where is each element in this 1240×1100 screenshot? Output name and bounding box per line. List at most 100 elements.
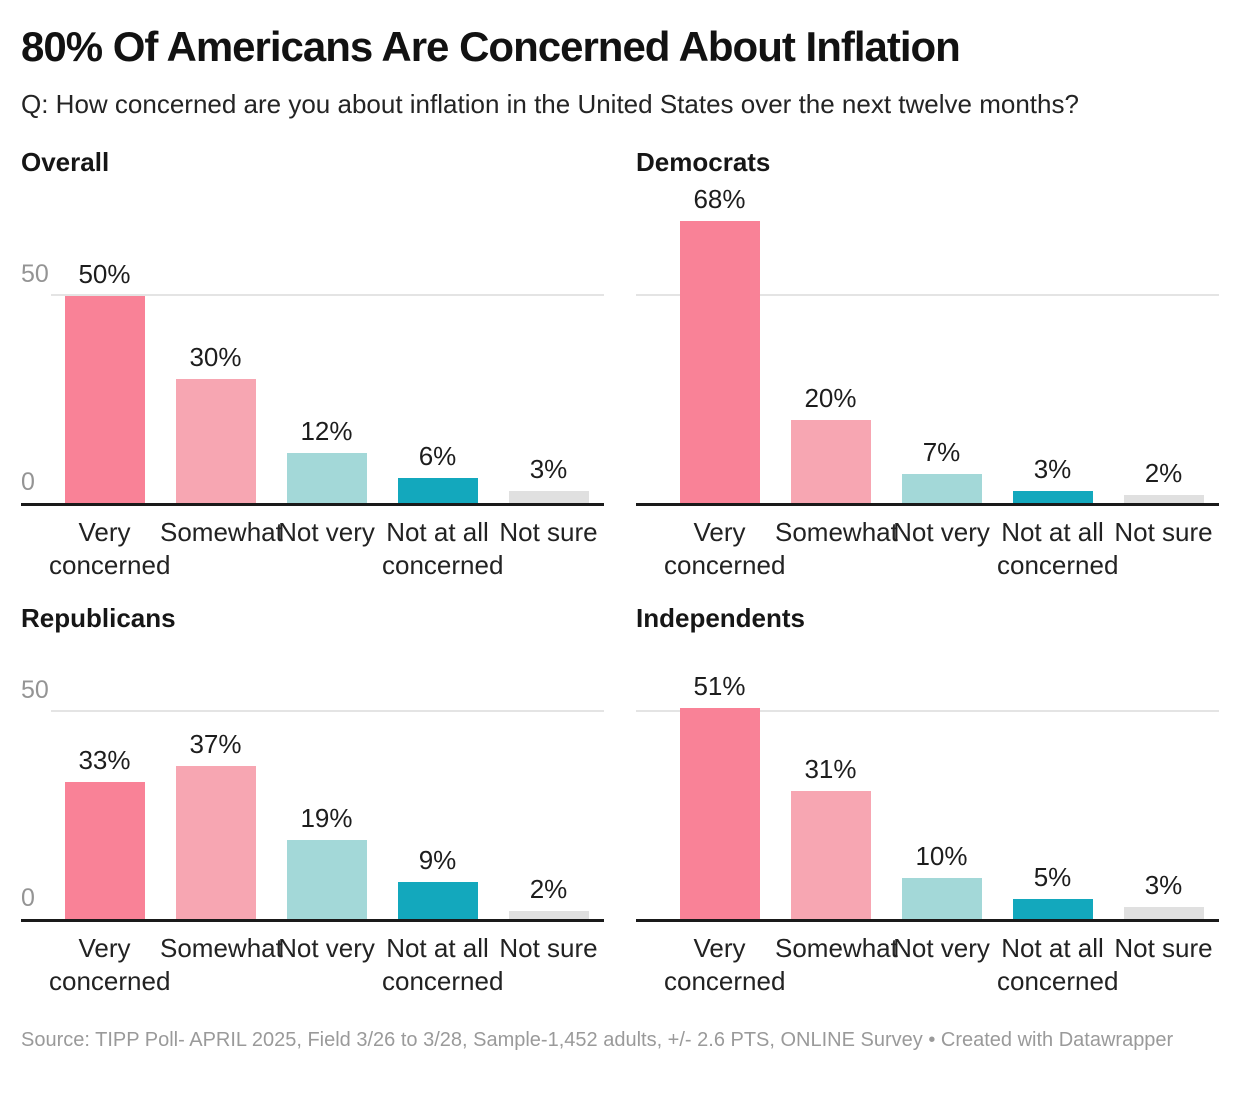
category-labels-row: Very concerned Somewhat Not very Not at all… (636, 922, 1219, 997)
page-title: 80% Of Americans Are Concerned About Inf… (21, 23, 961, 70)
category-label-very-concerned: Very concerned (664, 933, 786, 996)
category-label-somewhat: Somewhat (775, 517, 898, 548)
value-label: 50% (78, 258, 131, 289)
value-label: 3% (529, 453, 568, 484)
value-label: 10% (915, 840, 968, 871)
category-label-not-at-all-concerned: Not at all concerned (997, 933, 1119, 996)
bar-slot: 51% (664, 673, 775, 920)
category-label-very-concerned: Very concerned (49, 933, 171, 996)
bar-slot: 2% (493, 876, 604, 920)
plot-area: 50 0 50% 30% 12% 6% 3% (21, 178, 604, 507)
bar-very-concerned (64, 782, 145, 920)
bars-row: 33% 37% 19% 9% 2% (21, 634, 604, 920)
panel-independents: Independents 51% 31% 10% 5% 3% Very concerned S… (636, 603, 1219, 997)
bar-slot: 50% (49, 261, 160, 504)
bar-slot: 19% (271, 803, 382, 920)
category-label-not-at-all-concerned: Not at all concerned (382, 933, 504, 996)
category-label-not-sure: Not sure (1114, 517, 1213, 548)
value-label: 7% (922, 437, 961, 468)
panel-democrats: Democrats 68% 20% 7% 3% 2% Very concerned Somew… (636, 147, 1219, 581)
bars-row: 68% 20% 7% 3% 2% (636, 178, 1219, 504)
bar-slot: 31% (775, 756, 886, 920)
value-label: 20% (804, 383, 857, 414)
value-label: 33% (78, 745, 131, 776)
plot-area: 68% 20% 7% 3% 2% (636, 178, 1219, 507)
category-label-very-concerned: Very concerned (49, 517, 171, 580)
category-label-not-very: Not very (278, 933, 375, 964)
bar-very-concerned (64, 295, 145, 504)
category-labels-row: Very concerned Somewhat Not very Not at all… (636, 506, 1219, 581)
bar-somewhat (790, 790, 871, 920)
value-label: 5% (1033, 861, 1072, 892)
bar-not-at-all-concerned (397, 881, 478, 920)
value-label: 9% (418, 844, 457, 875)
y-tick-label-50: 50 (21, 676, 49, 705)
category-label-somewhat: Somewhat (160, 933, 283, 964)
bar-somewhat (790, 420, 871, 504)
bar-not-sure (1123, 494, 1204, 504)
bar-very-concerned (679, 707, 760, 920)
bar-slot: 12% (271, 416, 382, 504)
category-label-somewhat: Somewhat (775, 933, 898, 964)
bar-not-very (901, 474, 982, 504)
category-labels-row: Very concerned Somewhat Not very Not at all… (21, 922, 604, 997)
value-label: 51% (693, 670, 746, 701)
bar-slot: 3% (1108, 869, 1219, 920)
bar-not-sure (508, 910, 589, 920)
panel-republicans: Republicans 50 0 33% 37% 19% 9% 2% Very concerne… (21, 603, 604, 997)
value-label: 68% (693, 183, 746, 214)
source-note: Source: TIPP Poll- APRIL 2025, Field 3/2… (21, 1029, 1174, 1052)
bar-slot: 3% (997, 453, 1108, 504)
bar-not-at-all-concerned (1012, 898, 1093, 920)
bar-slot: 2% (1108, 457, 1219, 504)
panel-title-republicans: Republicans (21, 603, 176, 634)
category-label-not-very: Not very (893, 933, 990, 964)
bars-row: 51% 31% 10% 5% 3% (636, 634, 1219, 920)
bar-somewhat (175, 378, 256, 504)
value-label: 3% (1144, 869, 1183, 900)
value-label: 30% (189, 341, 242, 372)
bar-slot: 33% (49, 745, 160, 920)
value-label: 19% (300, 803, 353, 834)
chart-header: 80% Of Americans Are Concerned About Inf… (21, 22, 1219, 121)
bar-slot: 5% (997, 864, 1108, 920)
category-label-not-at-all-concerned: Not at all concerned (382, 517, 504, 580)
bar-slot: 10% (886, 843, 997, 920)
category-label-somewhat: Somewhat (160, 517, 283, 548)
value-label: 37% (189, 728, 242, 759)
value-label: 12% (300, 416, 353, 447)
value-label: 31% (804, 753, 857, 784)
panel-title-independents: Independents (636, 603, 806, 634)
category-label-not-sure: Not sure (1114, 933, 1213, 964)
bar-not-very (286, 453, 367, 504)
bar-slot: 68% (664, 183, 775, 504)
y-tick-label-0: 0 (21, 884, 35, 913)
bar-not-very (901, 877, 982, 920)
y-tick-label-50: 50 (21, 260, 49, 289)
gridline-50 (51, 294, 604, 297)
gridline-50 (636, 710, 1219, 713)
panel-overall: Overall 50 0 50% 30% 12% 6% 3% Very concerned Som… (21, 147, 604, 581)
panel-title-overall: Overall (21, 146, 110, 177)
bar-not-at-all-concerned (1012, 490, 1093, 504)
bar-slot: 30% (160, 344, 271, 504)
category-label-not-sure: Not sure (499, 517, 598, 548)
category-labels-row: Very concerned Somewhat Not very Not at all… (21, 506, 604, 581)
bar-slot: 3% (493, 453, 604, 504)
bar-slot: 20% (775, 383, 886, 504)
chart-subtitle: Q: How concerned are you about inflation… (21, 89, 1079, 120)
category-label-not-very: Not very (893, 517, 990, 548)
bar-slot: 6% (382, 443, 493, 504)
category-label-very-concerned: Very concerned (664, 517, 786, 580)
gridline-50 (51, 710, 604, 713)
value-label: 2% (1144, 457, 1183, 488)
bar-slot: 7% (886, 437, 997, 504)
category-label-not-at-all-concerned: Not at all concerned (997, 517, 1119, 580)
bar-slot: 9% (382, 844, 493, 920)
gridline-50 (636, 294, 1219, 297)
category-label-not-sure: Not sure (499, 933, 598, 964)
bar-slot: 37% (160, 731, 271, 920)
bar-very-concerned (679, 220, 760, 504)
plot-area: 51% 31% 10% 5% 3% (636, 634, 1219, 923)
value-label: 3% (1033, 453, 1072, 484)
